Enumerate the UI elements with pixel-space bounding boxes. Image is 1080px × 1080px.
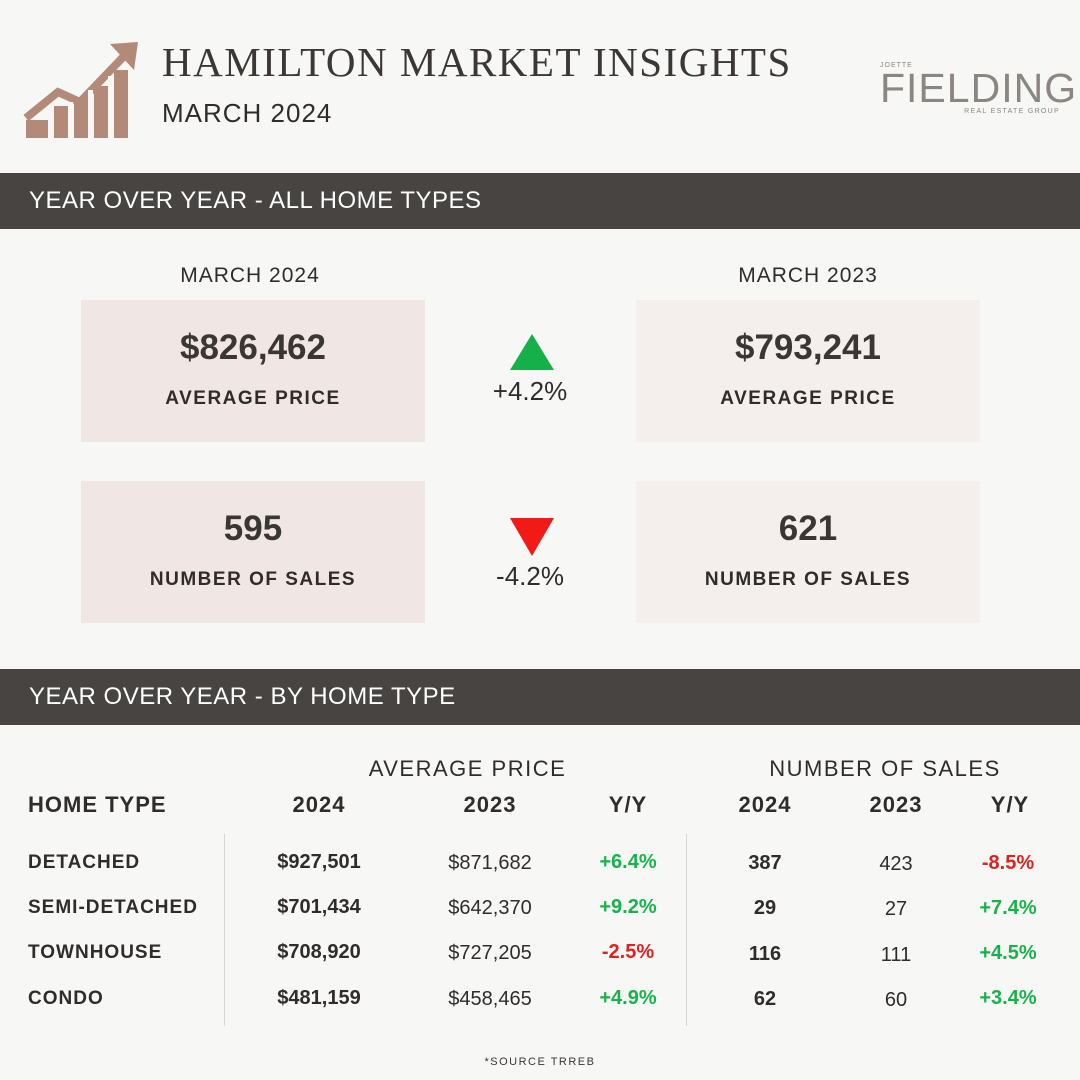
cell-price-yy: -2.5% [601,941,655,963]
sales-current-value: 595 [223,509,283,548]
column-header-price-2023: 2023 [463,792,517,817]
sales-previous-card: 621 NUMBER OF SALES [636,481,980,623]
cell-sales-2024: 387 [748,852,782,874]
cell-sales-2023: 423 [879,853,913,875]
cell-price-2023: $871,682 [448,852,532,874]
section-bar-by-home-type: YEAR OVER YEAR - BY HOME TYPE [0,669,1080,725]
brand-tagline: REAL ESTATE GROUP [964,108,1060,115]
cell-price-yy: +9.2% [599,896,657,918]
down-triangle-icon [510,518,554,556]
cell-price-yy: +6.4% [599,851,657,873]
row-label-detached: DETACHED [28,852,141,873]
cell-price-2024: $701,434 [277,896,361,918]
cell-price-yy: +4.9% [599,987,657,1009]
cell-price-2024: $481,159 [277,987,361,1009]
avg-price-previous-value: $793,241 [735,328,881,367]
column-header-price-2024: 2024 [292,792,346,817]
section-bar-all-home-types: YEAR OVER YEAR - ALL HOME TYPES [0,173,1080,229]
cell-sales-2024: 116 [748,943,782,965]
avg-price-previous-card: $793,241 AVERAGE PRICE [636,300,980,442]
column-header-price-yy: Y/Y [608,792,648,817]
cell-price-2023: $458,465 [448,988,532,1010]
avg-price-current-card: $826,462 AVERAGE PRICE [81,300,425,442]
source-note: *SOURCE TRREB [484,1056,596,1068]
current-period-label: MARCH 2024 [180,264,320,287]
cell-price-2023: $642,370 [448,897,532,919]
cell-sales-2024: 29 [753,897,777,919]
avg-price-current-value: $826,462 [180,328,326,367]
bar-chart-arrow-icon [23,42,138,140]
cell-sales-2023: 60 [884,989,908,1011]
cell-sales-yy: +7.4% [979,897,1037,919]
column-header-sales-2024: 2024 [738,792,792,817]
avg-price-change: +4.2% [492,376,568,406]
row-label-condo: CONDO [28,988,104,1009]
cell-price-2023: $727,205 [448,942,532,964]
column-header-home-type: HOME TYPE [28,792,167,817]
avg-price-previous-label: AVERAGE PRICE [720,388,896,409]
page-subtitle: MARCH 2024 [162,98,333,128]
cell-price-2024: $927,501 [277,851,361,873]
cell-sales-yy: +4.5% [979,942,1037,964]
table-divider [686,834,687,1026]
cell-sales-yy: -8.5% [981,852,1035,874]
sales-current-label: NUMBER OF SALES [149,569,357,590]
cell-sales-2023: 27 [884,898,908,920]
sales-previous-label: NUMBER OF SALES [704,569,912,590]
up-triangle-icon [510,334,554,370]
table-divider [224,834,225,1026]
row-label-semi-detached: SEMI-DETACHED [28,897,198,918]
page-title: HAMILTON MARKET INSIGHTS [162,39,792,85]
cell-price-2024: $708,920 [277,941,361,963]
sales-current-card: 595 NUMBER OF SALES [81,481,425,623]
group-header-number-of-sales: NUMBER OF SALES [769,756,1001,781]
cell-sales-2023: 111 [880,944,912,966]
avg-price-current-label: AVERAGE PRICE [165,388,341,409]
sales-previous-value: 621 [778,509,838,548]
previous-period-label: MARCH 2023 [738,264,878,287]
column-header-sales-2023: 2023 [869,792,923,817]
brand-name: FIELDING [880,65,1078,111]
cell-sales-yy: +3.4% [979,987,1037,1009]
column-header-sales-yy: Y/Y [990,792,1030,817]
brand-logo: JOETTE FIELDING REAL ESTATE GROUP [880,62,1076,122]
cell-sales-2024: 62 [753,988,777,1010]
group-header-average-price: AVERAGE PRICE [368,756,567,781]
sales-change: -4.2% [496,561,564,591]
row-label-townhouse: TOWNHOUSE [28,942,163,963]
brand-small-text: JOETTE [880,62,913,69]
